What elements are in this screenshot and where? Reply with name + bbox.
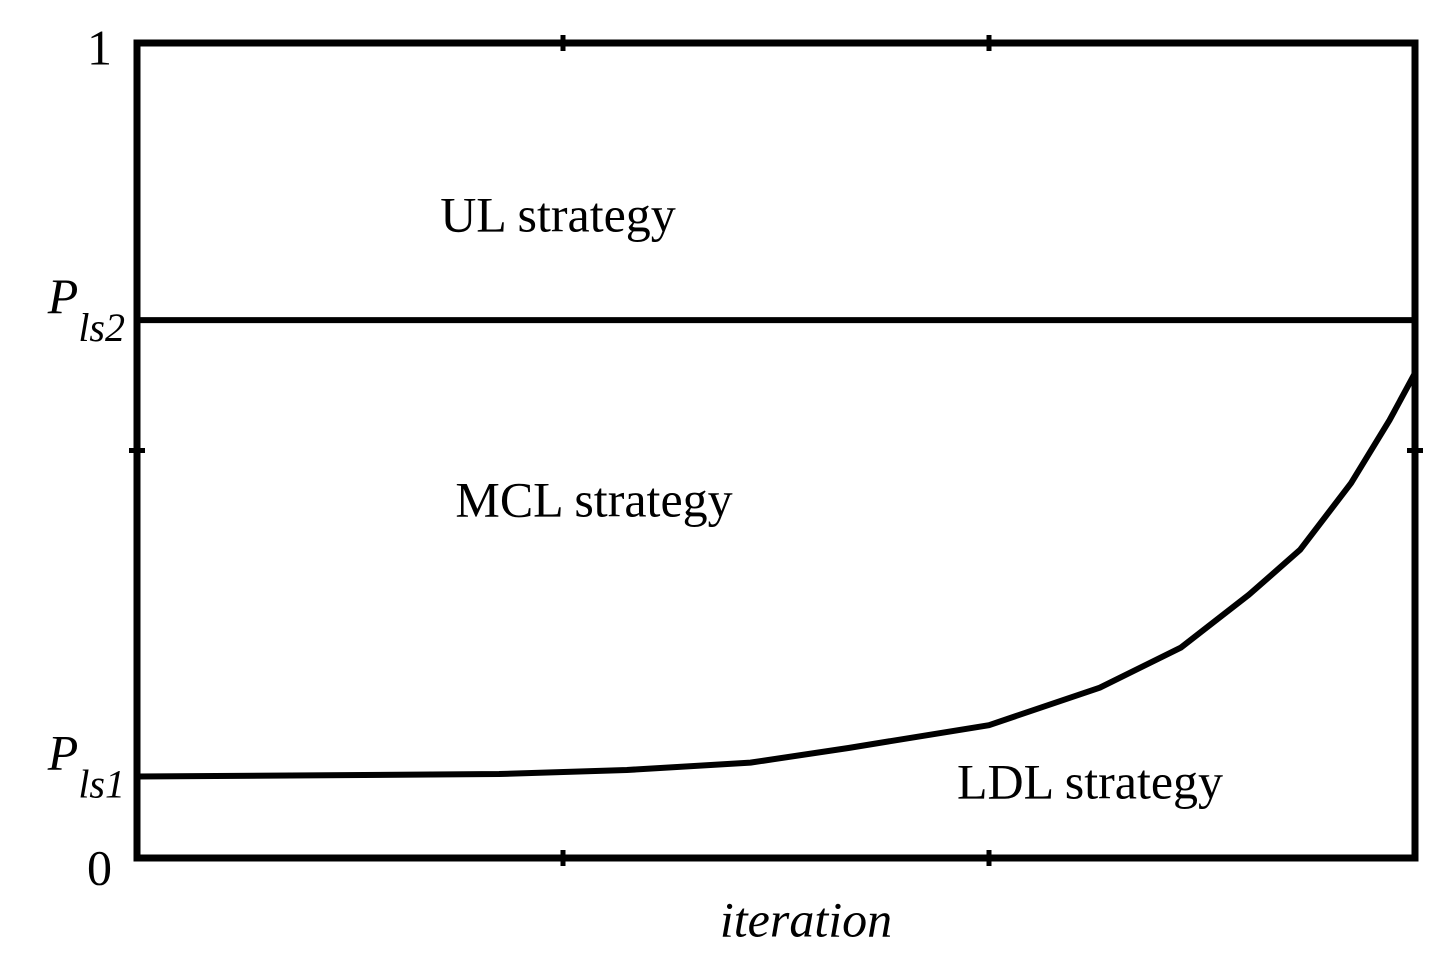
y-tick-label-sub: ls1 <box>78 762 125 807</box>
y-tick-label: Pls2 <box>47 269 125 351</box>
region-label: LDL strategy <box>957 753 1223 809</box>
plot-frame <box>133 39 1419 862</box>
region-label: UL strategy <box>440 186 676 242</box>
y-tick-label-main: P <box>47 725 79 781</box>
y-tick-label: Pls1 <box>47 725 125 807</box>
y-tick-label-sub: ls2 <box>78 305 125 350</box>
y-tick-label-main: P <box>47 269 79 325</box>
region-label: MCL strategy <box>455 471 732 527</box>
curve <box>136 371 1418 780</box>
x-axis-label: iteration <box>720 891 892 947</box>
y-tick-label: 0 <box>87 839 112 895</box>
y-tick-label: 1 <box>87 19 112 75</box>
